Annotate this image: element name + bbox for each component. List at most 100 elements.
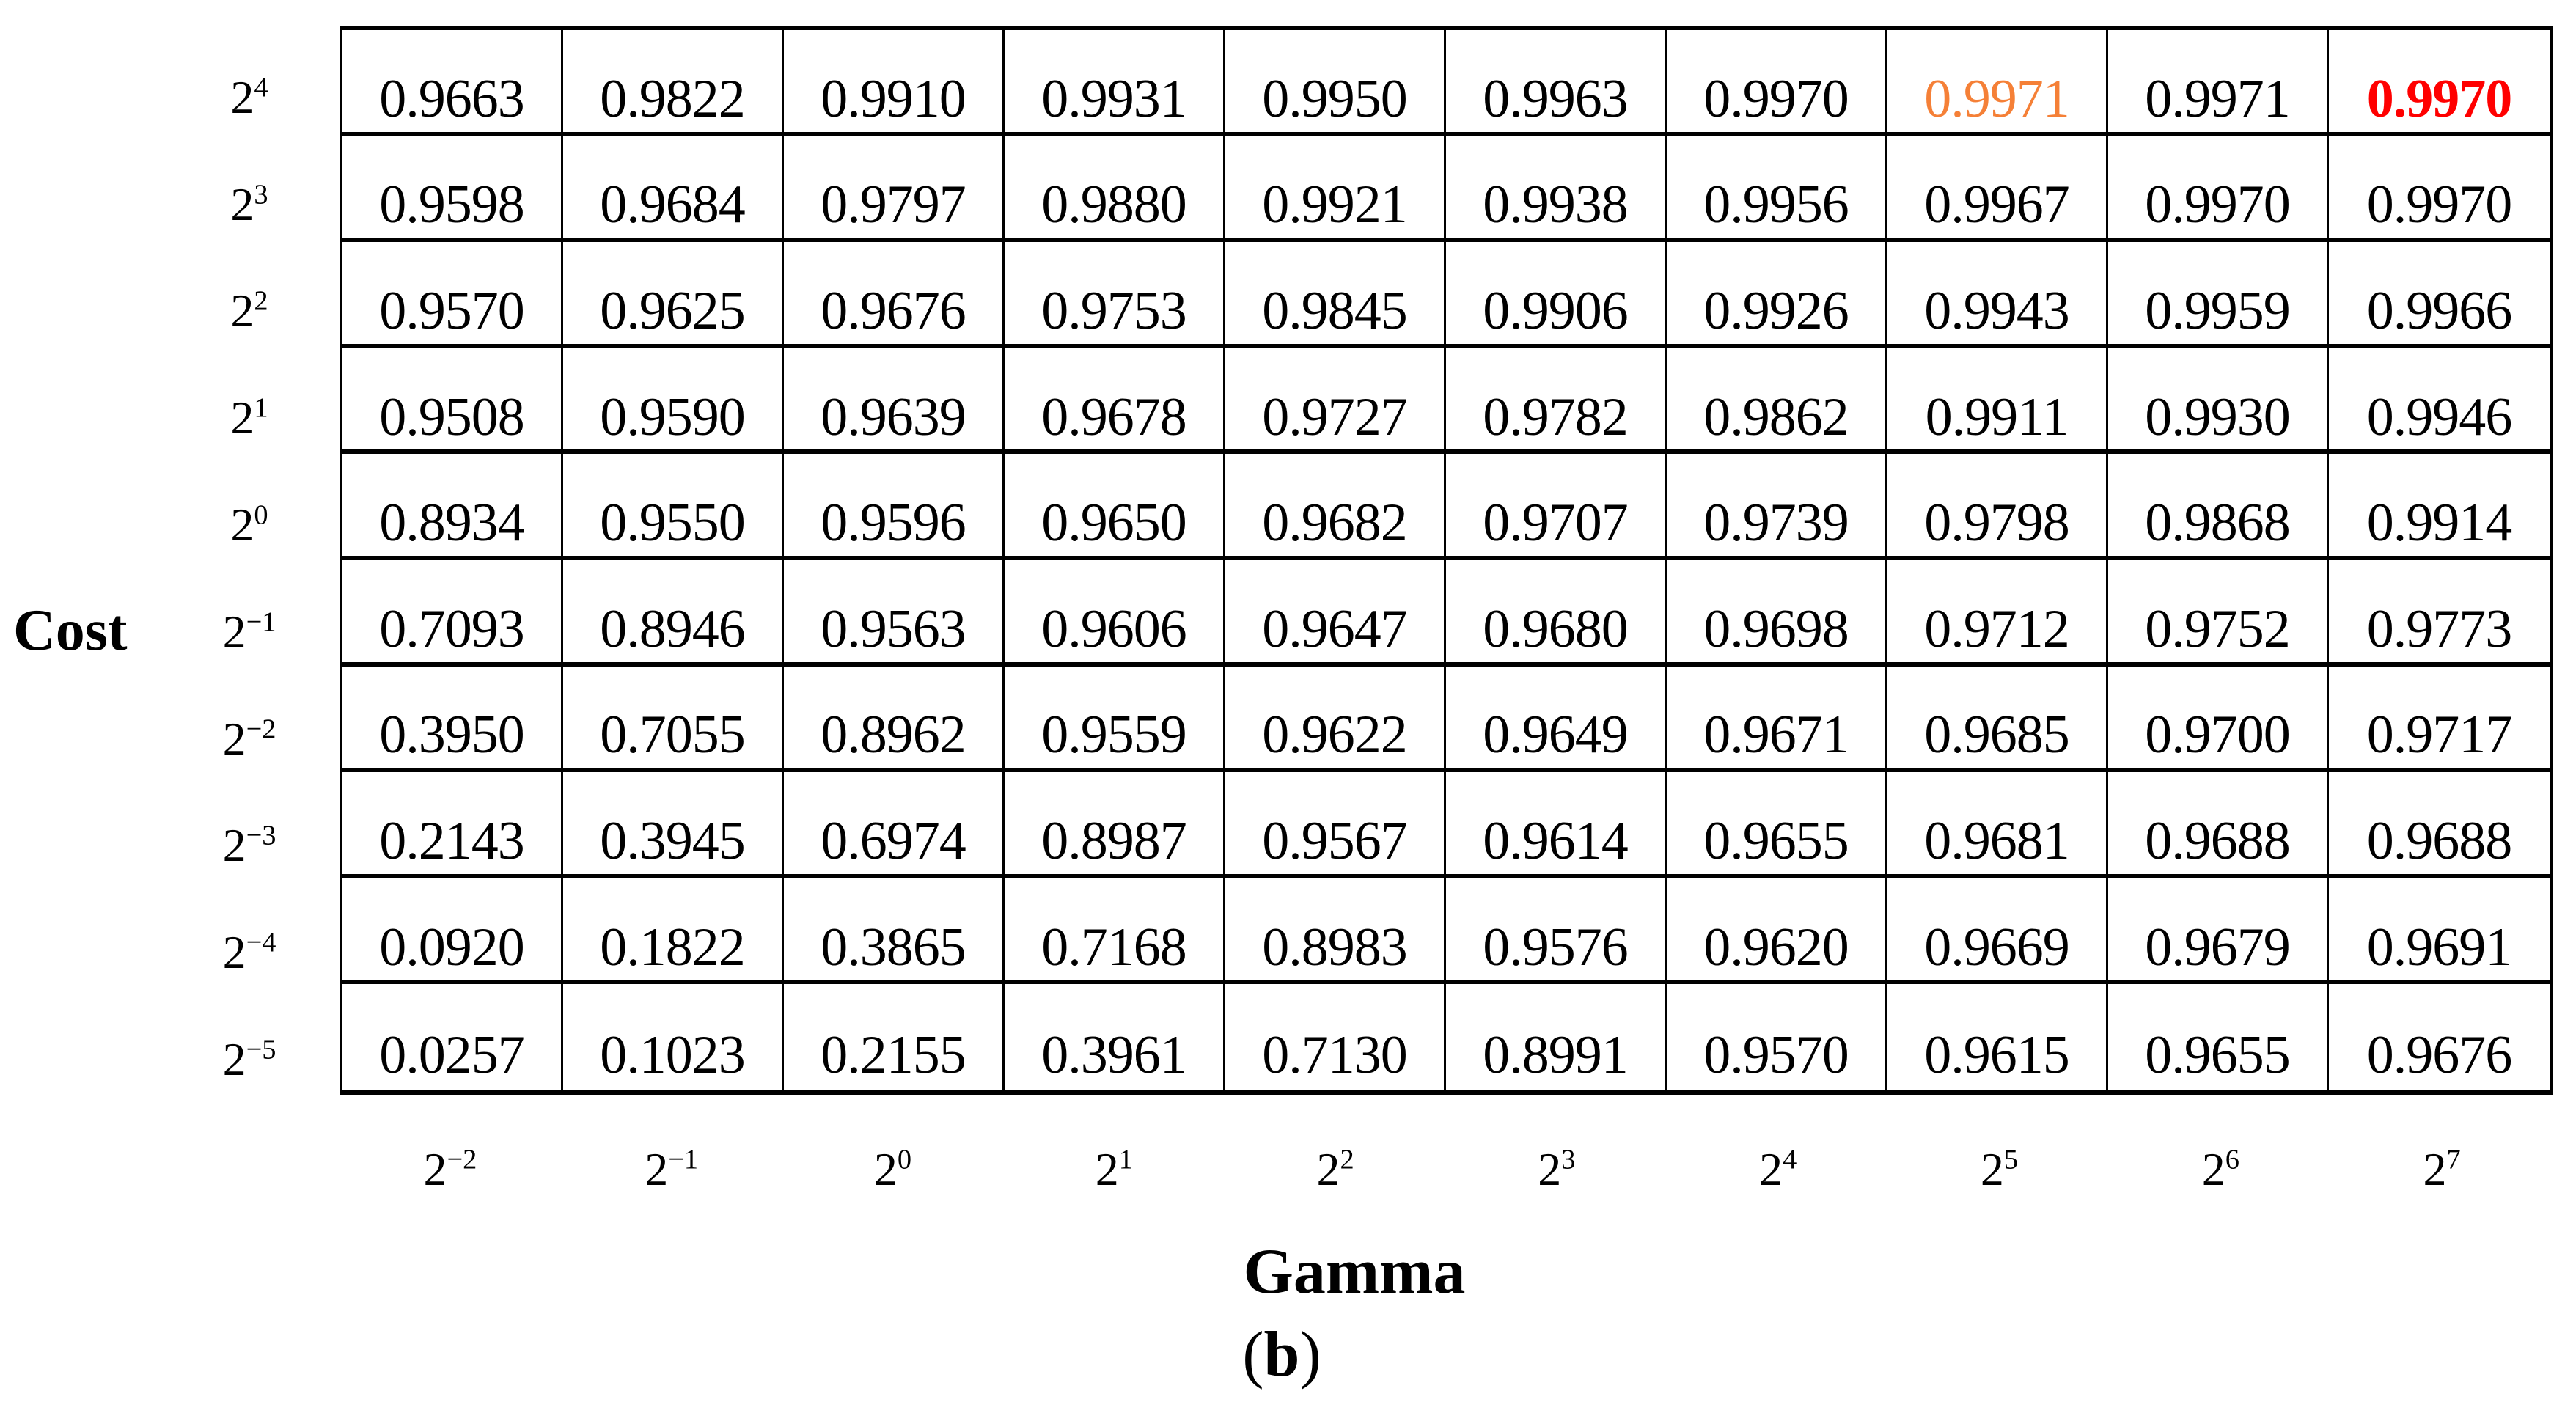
table-cell-r1-c7: 0.9967 (1887, 136, 2108, 243)
table-cell-r4-c8: 0.9868 (2108, 454, 2329, 560)
table-cell-r0-c9: 0.9970 (2329, 30, 2550, 136)
table-cell-r1-c8: 0.9970 (2108, 136, 2329, 243)
table-cell-r4-c5: 0.9707 (1446, 454, 1667, 560)
caption-open-paren: ( (1242, 1319, 1264, 1390)
table-cell-r8-c6: 0.9620 (1667, 878, 1887, 985)
table-cell-r7-c3: 0.8987 (1005, 772, 1225, 878)
table-cell-r3-c8: 0.9930 (2108, 348, 2329, 455)
table-cell-r3-c6: 0.9862 (1667, 348, 1887, 455)
table-cell-r8-c7: 0.9669 (1887, 878, 2108, 985)
table-cell-r7-c4: 0.9567 (1225, 772, 1446, 878)
col-label-8: 26 (2201, 1143, 2239, 1195)
table-cell-r1-c6: 0.9956 (1667, 136, 1887, 243)
table-cell-r6-c4: 0.9622 (1225, 666, 1446, 773)
table-cell-r4-c3: 0.9650 (1005, 454, 1225, 560)
table-cell-r5-c3: 0.9606 (1005, 560, 1225, 667)
table-cell-r7-c6: 0.9655 (1667, 772, 1887, 878)
table-cell-r6-c7: 0.9685 (1887, 666, 2108, 773)
table-cell-r7-c0: 0.2143 (342, 772, 563, 878)
table-cell-r1-c9: 0.9970 (2329, 136, 2550, 243)
table-cell-r1-c3: 0.9880 (1005, 136, 1225, 243)
table-cell-r6-c1: 0.7055 (563, 666, 784, 773)
y-axis-title: Cost (13, 598, 128, 663)
col-label-9: 27 (2423, 1143, 2461, 1195)
table-cell-r7-c9: 0.9688 (2329, 772, 2550, 878)
table-cell-r4-c9: 0.9914 (2329, 454, 2550, 560)
table-cell-r4-c0: 0.8934 (342, 454, 563, 560)
table-cell-r3-c4: 0.9727 (1225, 348, 1446, 455)
col-label-2: 20 (873, 1143, 912, 1195)
table-cell-r5-c9: 0.9773 (2329, 560, 2550, 667)
col-label-4: 22 (1316, 1143, 1354, 1195)
table-cell-r5-c0: 0.7093 (342, 560, 563, 667)
table-cell-r9-c1: 0.1023 (563, 984, 784, 1090)
caption-close-paren: ) (1299, 1319, 1321, 1390)
table-cell-r5-c1: 0.8946 (563, 560, 784, 667)
table-cell-r7-c7: 0.9681 (1887, 772, 2108, 878)
table-cell-r8-c2: 0.3865 (784, 878, 1005, 985)
table-cell-r8-c1: 0.1822 (563, 878, 784, 985)
table-cell-r4-c2: 0.9596 (784, 454, 1005, 560)
table-cell-r5-c5: 0.9680 (1446, 560, 1667, 667)
col-label-1: 2−1 (645, 1143, 699, 1195)
table-cell-r1-c0: 0.9598 (342, 136, 563, 243)
table-cell-r2-c8: 0.9959 (2108, 242, 2329, 348)
table-cell-r3-c1: 0.9590 (563, 348, 784, 455)
table-cell-r9-c5: 0.8991 (1446, 984, 1667, 1090)
row-label-6: 2−2 (222, 712, 276, 765)
x-axis-title: Gamma (1243, 1236, 1466, 1307)
table-cell-r3-c5: 0.9782 (1446, 348, 1667, 455)
table-cell-r7-c2: 0.6974 (784, 772, 1005, 878)
table-cell-r0-c4: 0.9950 (1225, 30, 1446, 136)
table-cell-r3-c0: 0.9508 (342, 348, 563, 455)
table-cell-r1-c5: 0.9938 (1446, 136, 1667, 243)
table-cell-r2-c0: 0.9570 (342, 242, 563, 348)
table-cell-r1-c4: 0.9921 (1225, 136, 1446, 243)
row-labels: 24 23 22 21 20 2−1 2−2 2−3 2−4 2−5 (165, 26, 334, 1095)
table-cell-r9-c4: 0.7130 (1225, 984, 1446, 1090)
table-cell-r5-c7: 0.9712 (1887, 560, 2108, 667)
table-cell-r6-c0: 0.3950 (342, 666, 563, 773)
row-label-8: 2−4 (222, 926, 276, 979)
table-cell-r2-c1: 0.9625 (563, 242, 784, 348)
table-cell-r3-c7: 0.9911 (1887, 348, 2108, 455)
table-cell-r2-c6: 0.9926 (1667, 242, 1887, 348)
table-cell-r2-c7: 0.9943 (1887, 242, 2108, 348)
table-cell-r6-c5: 0.9649 (1446, 666, 1667, 773)
table-cell-r3-c2: 0.9639 (784, 348, 1005, 455)
col-label-6: 24 (1759, 1143, 1797, 1195)
row-label-4: 20 (230, 499, 268, 551)
table-cell-r2-c4: 0.9845 (1225, 242, 1446, 348)
table-cell-r7-c8: 0.9688 (2108, 772, 2329, 878)
table-cell-r7-c5: 0.9614 (1446, 772, 1667, 878)
table-cell-r6-c9: 0.9717 (2329, 667, 2550, 773)
row-label-0: 24 (230, 70, 268, 123)
table-cell-r9-c6: 0.9570 (1667, 984, 1887, 1090)
table-cell-r9-c9: 0.9676 (2366, 1025, 2513, 1086)
table-cell-r9-c7: 0.9615 (1887, 984, 2108, 1090)
table-cell-r7-c1: 0.3945 (563, 772, 784, 878)
table-cell-r5-c8: 0.9752 (2108, 560, 2329, 667)
table-cell-r8-c8: 0.9679 (2108, 878, 2329, 985)
table-cell-r8-c5: 0.9576 (1446, 878, 1667, 985)
col-label-3: 21 (1095, 1143, 1133, 1195)
col-label-5: 23 (1538, 1143, 1576, 1195)
table-cell-r0-c0: 0.9663 (342, 30, 563, 136)
row-label-2: 22 (230, 285, 268, 337)
row-label-9: 2−5 (222, 1033, 276, 1086)
table-cell-r3-c9: 0.9946 (2329, 348, 2550, 455)
table-cell-r3-c3: 0.9678 (1005, 348, 1225, 455)
table-cell-r2-c3: 0.9753 (1005, 242, 1225, 348)
table-cell-r0-c1: 0.9822 (563, 30, 784, 136)
table-cell-r8-c4: 0.8983 (1225, 878, 1446, 985)
table-cell-r8-c9: 0.9691 (2329, 878, 2550, 985)
parameter-accuracy-table: 0.9663 0.9822 0.9910 0.9931 0.9950 0.9963 0.99… (340, 26, 2553, 1095)
table-cell-r4-c7: 0.9798 (1887, 454, 2108, 560)
table-cell-r5-c2: 0.9563 (784, 560, 1005, 667)
subfigure-caption: (b) (1172, 1309, 1392, 1401)
row-label-1: 23 (230, 177, 268, 230)
col-label-0: 2−2 (423, 1143, 477, 1195)
table-cell-r9-c3: 0.3961 (1005, 984, 1225, 1090)
table-cell-r9-c8: 0.9655 (2108, 984, 2329, 1090)
